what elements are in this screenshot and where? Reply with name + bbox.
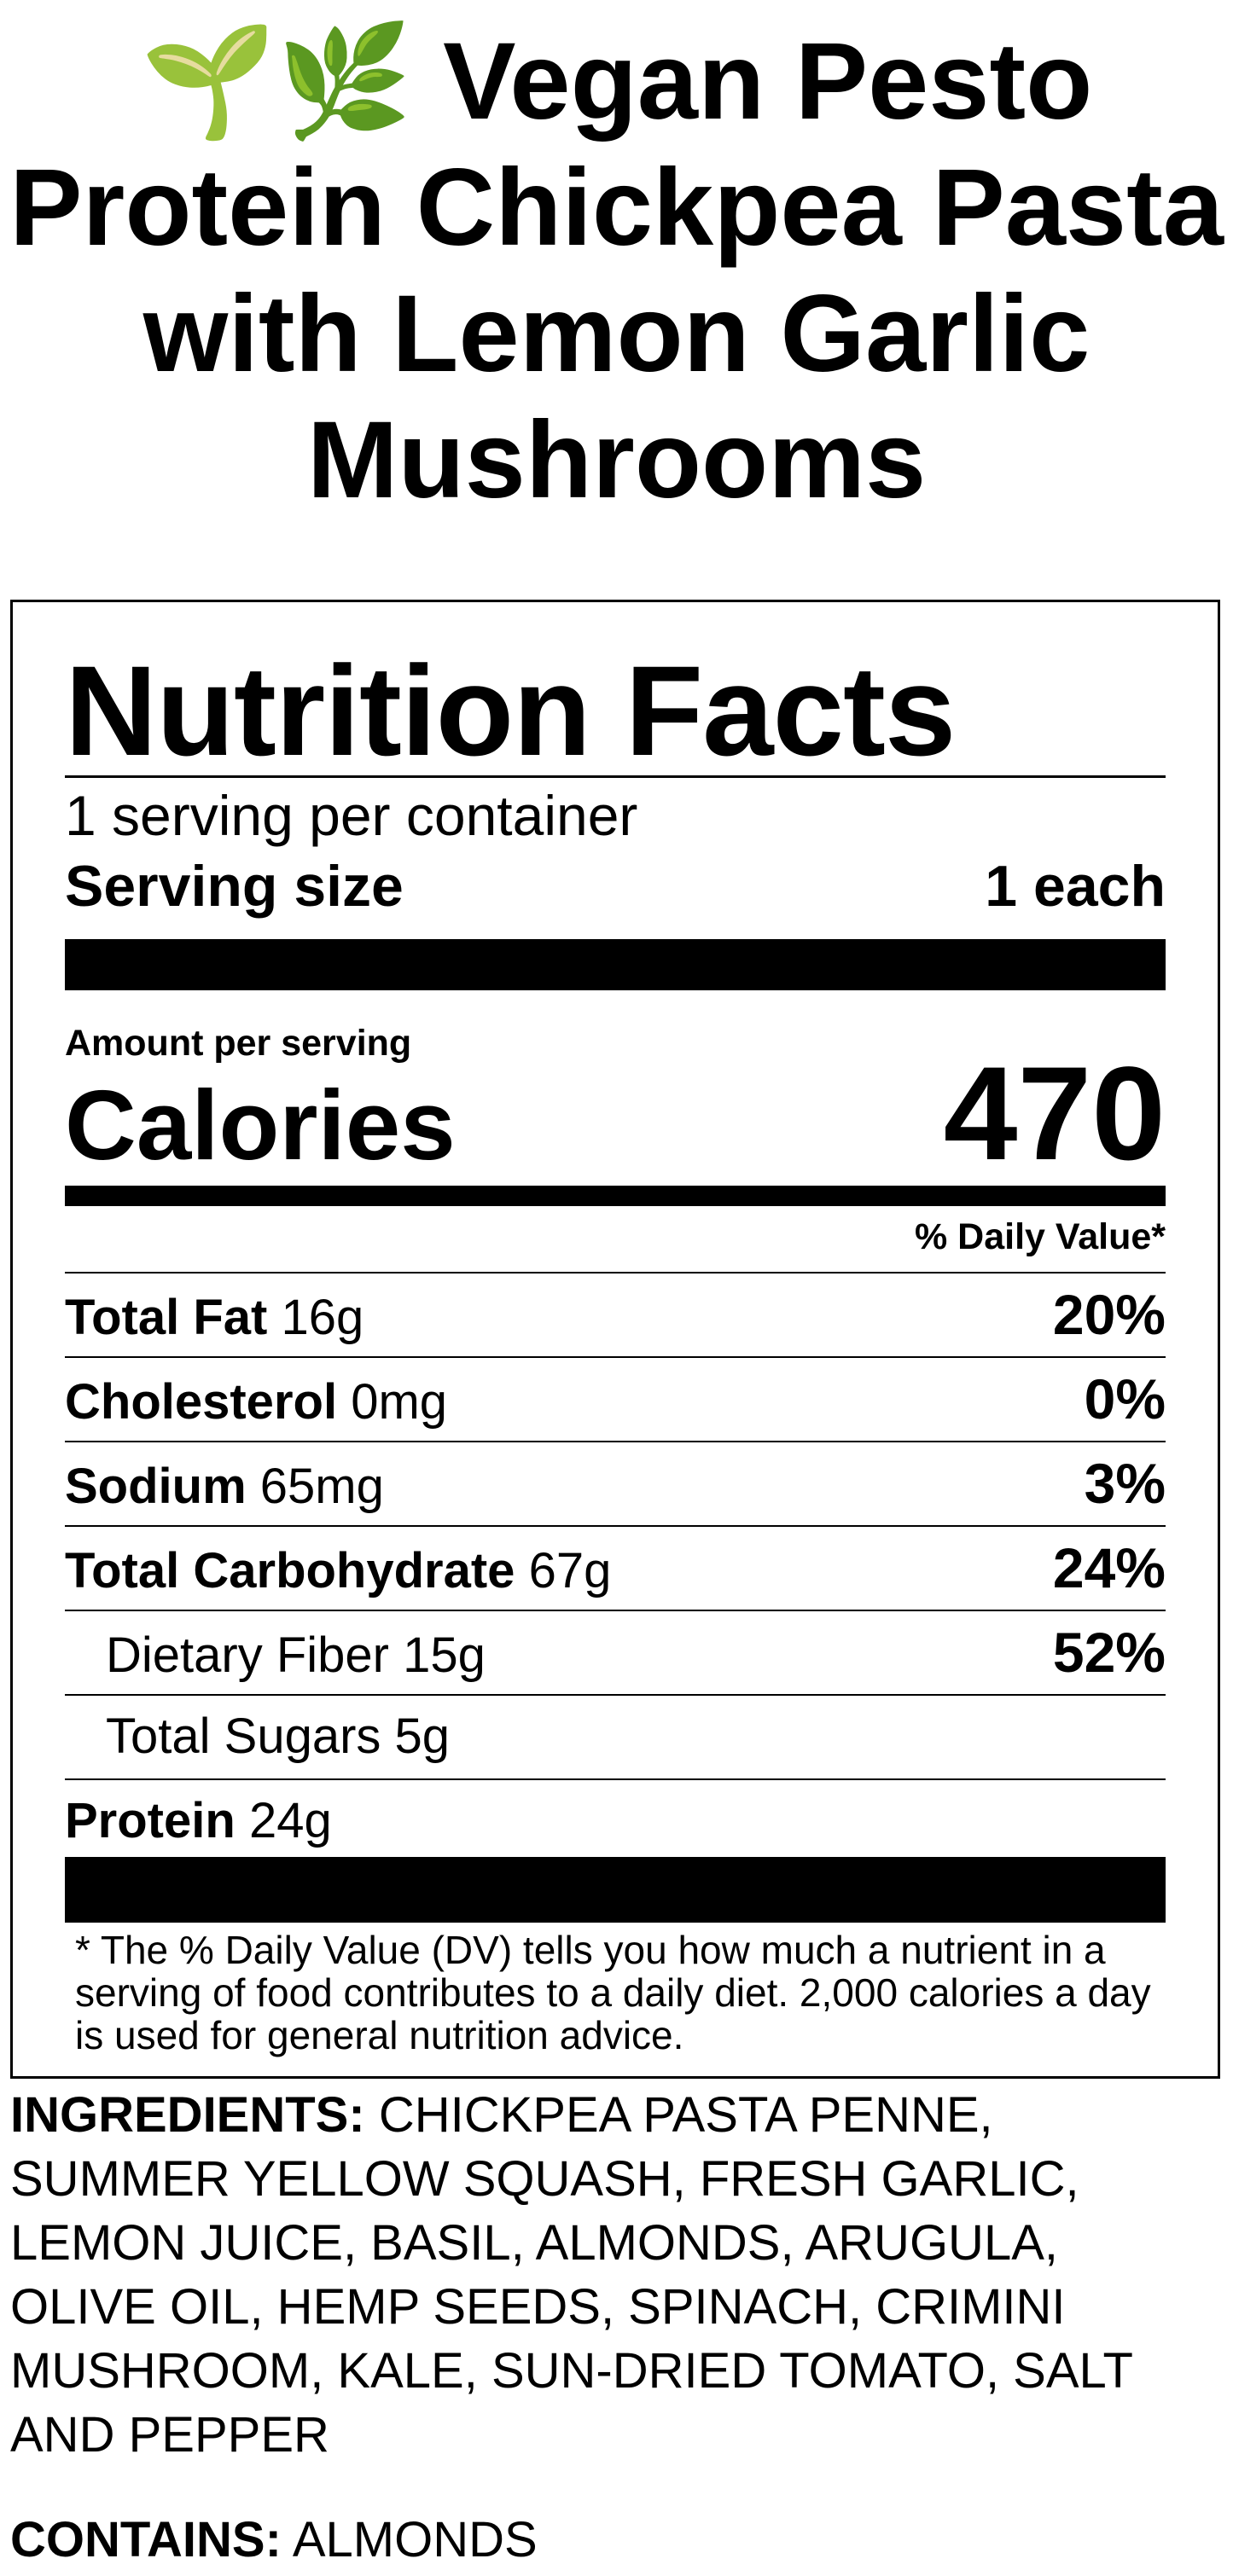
nutrient-divider — [65, 1610, 1166, 1611]
nutrient-divider — [65, 1525, 1166, 1527]
daily-value-header: % Daily Value* — [915, 1216, 1166, 1257]
recipe-title: 🌱🌿 Vegan Pesto Protein Chickpea Pasta wi… — [9, 20, 1224, 521]
serving-size-value: 1 each — [985, 854, 1166, 919]
nutrient-divider — [65, 1356, 1166, 1358]
nutrient-divider — [65, 1272, 1166, 1273]
footnote: * The % Daily Value (DV) tells you how m… — [75, 1928, 1151, 2057]
contains-label: CONTAINS: — [10, 2512, 282, 2567]
nutrient-divider — [65, 1694, 1166, 1696]
nutrient-name-amount: Cholesterol 0mg — [65, 1368, 447, 1436]
calories-row: Calories 470 — [65, 1040, 1166, 1191]
nutrient-divider — [65, 1778, 1166, 1780]
amount-per-serving-row: Amount per serving — [65, 1022, 1166, 1065]
nutrient-name: Protein — [65, 1793, 236, 1848]
nutrient-row: Total Sugars 5g — [65, 1703, 1166, 1771]
calories-label: Calories — [65, 1070, 456, 1181]
ingredients: INGREDIENTS: CHICKPEA PASTA PENNE, SUMME… — [10, 2083, 1205, 2467]
calories-value: 470 — [943, 1040, 1166, 1188]
nutrient-name: Sodium — [65, 1459, 247, 1514]
nutrient-row: Protein 24g — [65, 1787, 1166, 1855]
nutrient-row: Total Fat 16g 20% — [65, 1280, 1166, 1352]
nutrient-divider — [65, 1441, 1166, 1442]
ingredients-text: CHICKPEA PASTA PENNE, SUMMER YELLOW SQUA… — [10, 2087, 1132, 2463]
servings-per-container: 1 serving per container — [65, 784, 638, 847]
serving-size-label: Serving size — [65, 854, 404, 919]
nutrient-name: Cholesterol — [65, 1374, 338, 1430]
nutrient-name-amount: Total Carbohydrate 67g — [65, 1537, 611, 1605]
nutrient-amount: 24g — [248, 1793, 332, 1848]
divider — [65, 775, 1166, 778]
nutrient-row: Cholesterol 0mg 0% — [65, 1365, 1166, 1436]
medium-divider — [65, 1186, 1166, 1206]
nutrient-amount: 15g — [403, 1627, 486, 1683]
nutrient-name-amount: Protein 24g — [65, 1787, 332, 1855]
nutrient-name: Total Sugars — [106, 1709, 381, 1764]
nutrient-name: Total Fat — [65, 1290, 268, 1345]
nutrient-row: Sodium 65mg 3% — [65, 1449, 1166, 1521]
nutrient-row: Total Carbohydrate 67g 24% — [65, 1534, 1166, 1605]
thick-divider — [65, 939, 1166, 990]
nutrient-name-amount: Dietary Fiber 15g — [65, 1622, 486, 1690]
allergens: CONTAINS: ALMONDS — [10, 2508, 538, 2572]
nutrient-daily-value: 3% — [1084, 1452, 1166, 1515]
nutrient-name: Dietary Fiber — [106, 1627, 389, 1683]
nutrient-name-amount: Total Fat 16g — [65, 1284, 364, 1352]
daily-value-header-row: % Daily Value* — [65, 1211, 1166, 1262]
nutrient-amount: 16g — [281, 1290, 364, 1345]
contains-text: ALMONDS — [292, 2512, 538, 2567]
ingredients-label: INGREDIENTS: — [10, 2087, 365, 2143]
thick-divider-bottom — [65, 1857, 1166, 1923]
nutrient-name: Total Carbohydrate — [65, 1543, 515, 1598]
amount-per-serving: Amount per serving — [65, 1023, 412, 1064]
nutrient-daily-value: 20% — [1052, 1283, 1166, 1346]
nutrient-row: Dietary Fiber 15g 52% — [65, 1618, 1166, 1690]
serving-size-row: Serving size 1 each — [65, 852, 1166, 920]
nutrient-name-amount: Total Sugars 5g — [65, 1703, 450, 1771]
nutrient-amount: 0mg — [351, 1374, 448, 1430]
nutrient-amount: 67g — [528, 1543, 612, 1598]
nutrient-daily-value: 52% — [1052, 1621, 1166, 1684]
nutrient-daily-value: 24% — [1052, 1536, 1166, 1599]
nutrient-name-amount: Sodium 65mg — [65, 1453, 384, 1521]
servings-row: 1 serving per container — [65, 781, 1166, 850]
nutrient-daily-value: 0% — [1084, 1367, 1166, 1430]
nutrient-amount: 5g — [394, 1709, 451, 1764]
nutrition-facts-heading: Nutrition Facts — [65, 639, 956, 782]
nutrient-amount: 65mg — [259, 1459, 384, 1514]
nutrition-facts-label: Nutrition Facts 1 serving per container … — [10, 600, 1220, 2079]
